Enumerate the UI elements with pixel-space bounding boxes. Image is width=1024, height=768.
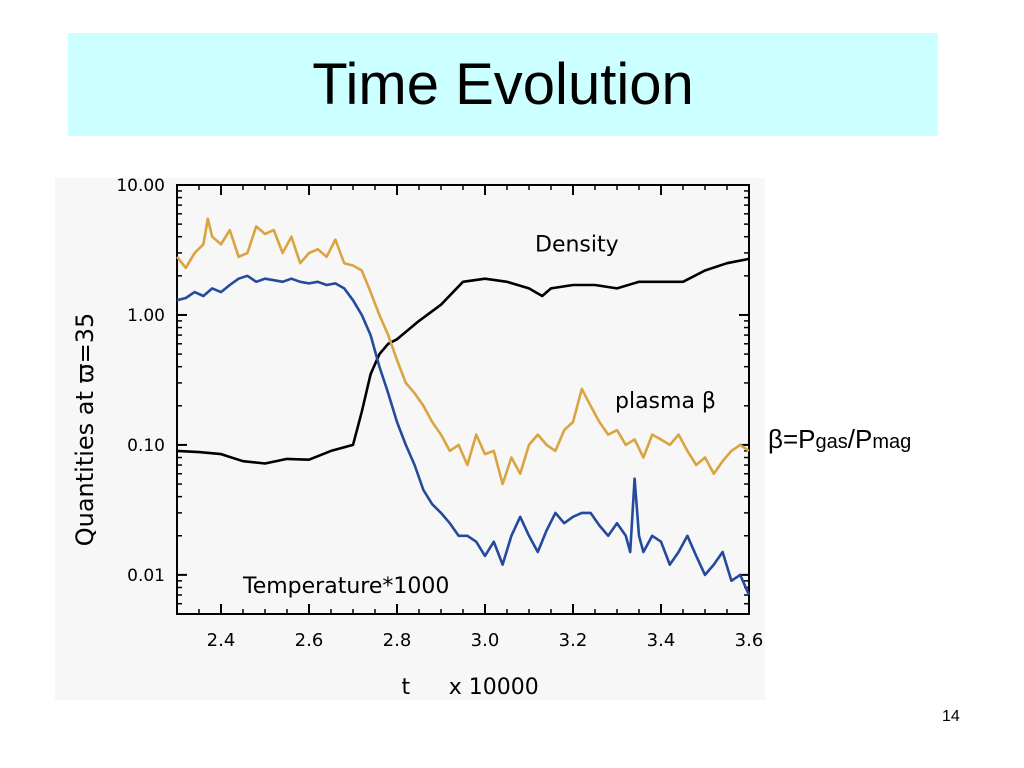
slide-title: Time Evolution bbox=[312, 52, 694, 117]
line-chart: 10.00 1.00 0.10 0.01 2.4 2.6 2.8 3.0 3.2 3.4 3.6 De… bbox=[71, 178, 764, 700]
temperature-line bbox=[176, 274, 751, 596]
page-number: 14 bbox=[942, 708, 960, 725]
x-axis-label: t bbox=[401, 675, 410, 700]
chart-area: 10.00 1.00 0.10 0.01 2.4 2.6 2.8 3.0 3.2 3.4 3.6 De… bbox=[55, 178, 765, 700]
beta-formula-gas: gas bbox=[815, 431, 848, 453]
y-tick-label: 0.10 bbox=[127, 436, 165, 456]
beta-formula: β=Pgas/Pmag bbox=[768, 424, 911, 455]
density-annotation: Density bbox=[535, 233, 619, 258]
x-tick-label: 3.0 bbox=[471, 630, 500, 651]
beta-formula-mag: mag bbox=[872, 431, 912, 453]
x-tick-label: 3.4 bbox=[647, 630, 676, 651]
x-axis-scale-label: x 10000 bbox=[449, 675, 539, 700]
x-tick-label: 3.6 bbox=[735, 630, 764, 651]
y-tick-label: 10.00 bbox=[116, 178, 165, 196]
plasma-beta-line bbox=[175, 217, 750, 486]
y-tick-label: 1.00 bbox=[127, 306, 165, 326]
y-axis-label: Quantities at ϖ=35 bbox=[71, 313, 99, 547]
x-tick-label: 2.4 bbox=[207, 630, 236, 651]
x-tick-label: 2.6 bbox=[295, 630, 324, 651]
y-tick-label: 0.01 bbox=[127, 566, 165, 586]
beta-formula-main: β=P bbox=[768, 424, 816, 454]
density-line bbox=[176, 257, 750, 465]
temperature-annotation: Temperature*1000 bbox=[242, 574, 449, 599]
beta-formula-slash: /P bbox=[847, 424, 873, 454]
x-tick-label: 3.2 bbox=[559, 630, 588, 651]
x-tick-label: 2.8 bbox=[383, 630, 412, 651]
plasma-beta-annotation: plasma β bbox=[615, 389, 716, 414]
title-band: Time Evolution bbox=[68, 33, 938, 136]
